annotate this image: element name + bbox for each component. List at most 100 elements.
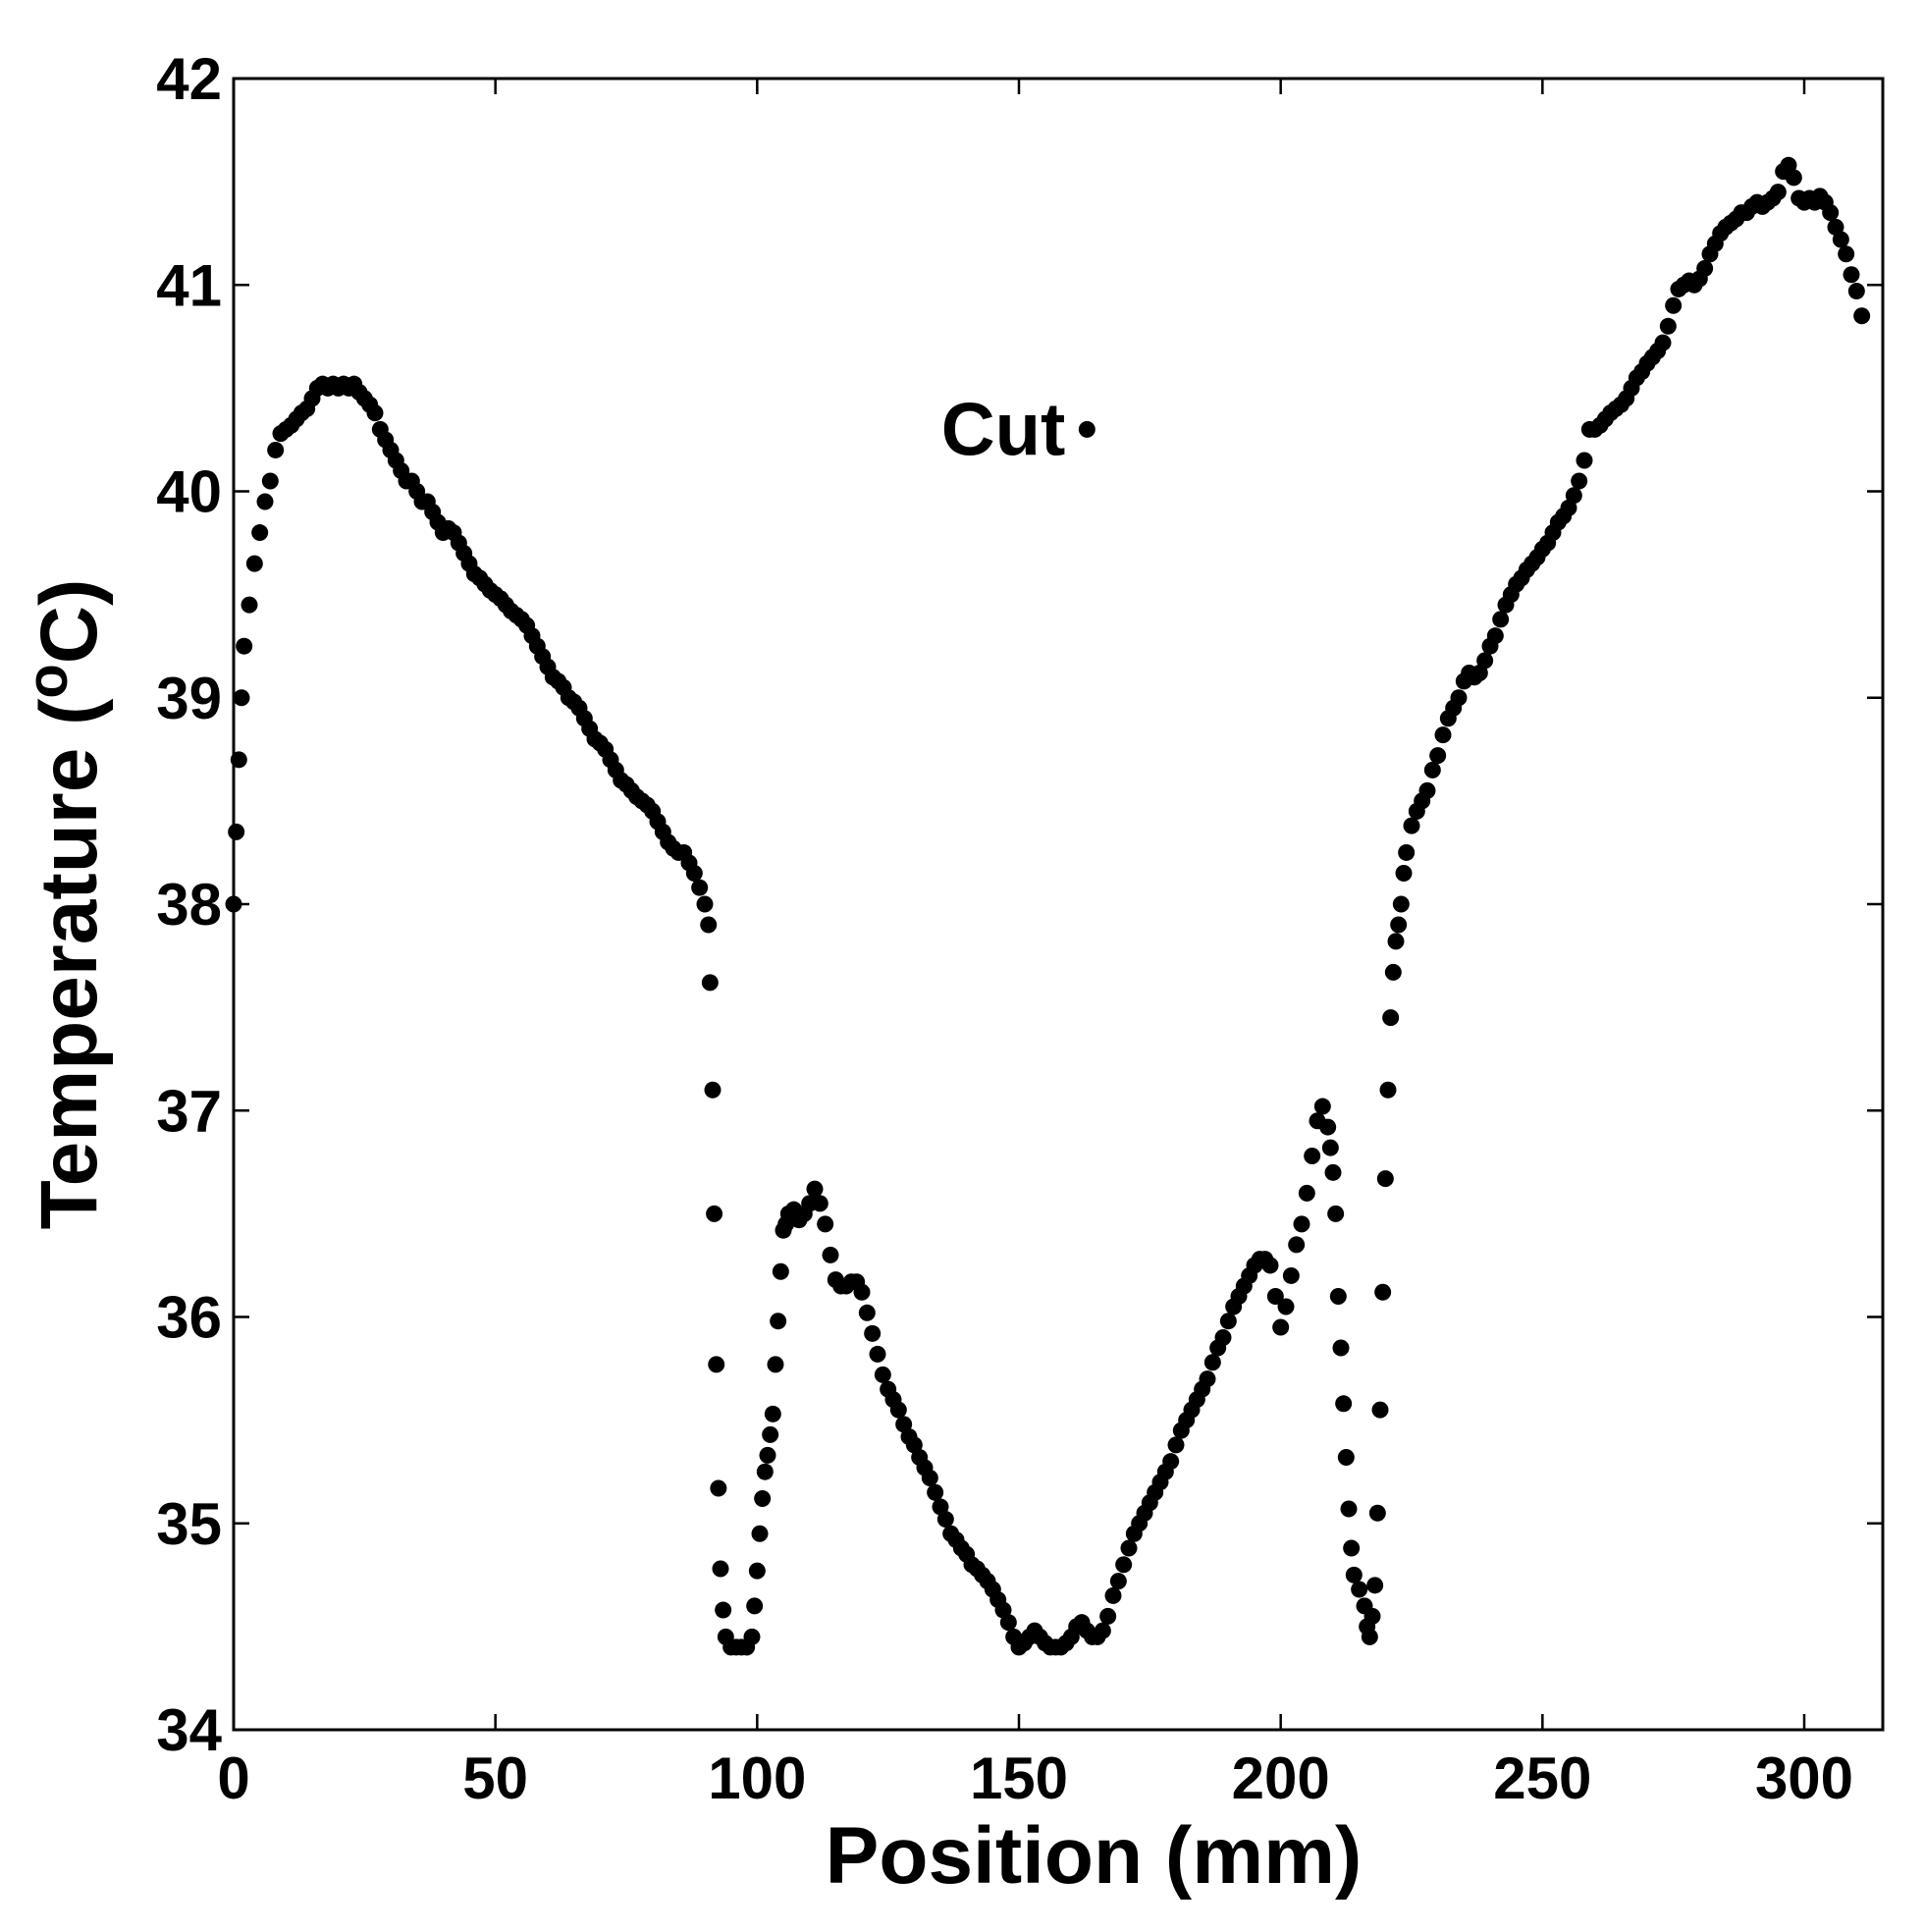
data-point [1099,1607,1117,1625]
data-point [700,916,718,934]
data-point [1659,317,1677,335]
data-point [1219,1313,1237,1330]
data-point [1423,761,1441,778]
data-point [759,1446,776,1464]
data-point [708,1356,725,1373]
data-point [706,1205,723,1222]
data-point [822,1246,839,1263]
y-axis-title-main: Temperature ( [25,698,114,1229]
data-point [754,1490,772,1508]
data-point [1696,259,1714,277]
data-point [1288,1236,1306,1254]
data-point [1571,472,1588,490]
data-point [1379,1081,1397,1099]
data-point [1345,1566,1363,1583]
data-point [1395,864,1413,882]
data-point [927,1483,944,1501]
data-point [1109,1573,1127,1590]
y-axis-title-end: C) [25,579,114,665]
data-point [685,864,703,882]
data-point [710,1479,727,1497]
data-point [864,1324,882,1342]
data-point [1374,1283,1392,1301]
data-point [712,1560,729,1578]
data-point [1120,1539,1138,1557]
data-point [366,404,384,422]
data-point [225,895,242,913]
y-tick-label: 35 [156,1491,222,1557]
data-point [245,555,263,572]
x-tick-label: 300 [1755,1745,1853,1811]
data-point [1319,1118,1337,1136]
data-point [240,596,258,614]
data-point [696,895,714,913]
data-point [1282,1266,1300,1284]
data-point [715,1601,732,1619]
x-tick-labels: 0 50 100 150 200 250 300 [217,1745,1853,1811]
y-tick-label: 40 [156,459,222,525]
y-tick-label: 41 [156,252,222,318]
data-point [1371,1401,1389,1419]
plot-area [232,77,1885,1732]
y-axis-title-degree: o [16,664,80,698]
y-tick-labels: 34 35 36 37 38 39 40 41 42 [156,46,222,1763]
data-point [1476,652,1494,670]
data-point [1321,1139,1339,1156]
data-point [228,823,245,840]
data-point [1332,1339,1350,1357]
data-point [1398,843,1416,861]
data-point [1104,1586,1122,1604]
data-point [1162,1453,1180,1471]
data-point [1266,1287,1284,1305]
data-point [869,1345,886,1363]
data-point [853,1283,871,1301]
data-point [1329,1287,1347,1305]
x-tick-label: 150 [970,1745,1068,1811]
x-tick-label: 100 [708,1745,806,1811]
data-point [1327,1205,1345,1222]
data-point [1366,1577,1384,1594]
data-point [889,1401,907,1419]
y-tick-label: 38 [156,872,222,938]
data-point [1324,1163,1342,1181]
data-point [267,441,285,458]
data-point [1847,283,1865,300]
data-point [1384,963,1402,981]
x-tick-label: 200 [1232,1745,1330,1811]
data-point [230,751,247,769]
data-point [1115,1556,1133,1574]
data-point [1387,933,1405,950]
data-point [1785,169,1802,187]
data-point [811,1195,828,1212]
data-point [1392,895,1410,913]
data-point [1376,1170,1394,1188]
data-point [1261,1257,1279,1274]
data-point [701,974,719,992]
data-point [1335,1395,1353,1413]
data-point [1340,1500,1358,1518]
data-point [1665,296,1683,314]
data-point [746,1597,764,1615]
data-point [751,1525,769,1542]
data-point [1304,1148,1321,1165]
data-point [743,1628,761,1645]
data-point [1390,916,1408,934]
data-point [1337,1448,1355,1466]
data-point [1343,1539,1361,1557]
data-point [1214,1329,1232,1347]
data-point [1418,781,1436,799]
data-point [1368,1504,1386,1522]
data-point [767,1356,784,1373]
data-point [764,1405,781,1422]
data-point [874,1366,891,1383]
data-point [999,1614,1017,1632]
data-point [1838,245,1855,263]
data-point [1361,1628,1378,1645]
data-point [236,637,253,655]
data-point [936,1511,954,1529]
data-point [1429,747,1447,765]
data-point [1832,231,1849,248]
y-axis-title: Temperature (oC) [16,579,114,1230]
x-tick-label: 250 [1493,1745,1591,1811]
data-point [1654,334,1672,351]
